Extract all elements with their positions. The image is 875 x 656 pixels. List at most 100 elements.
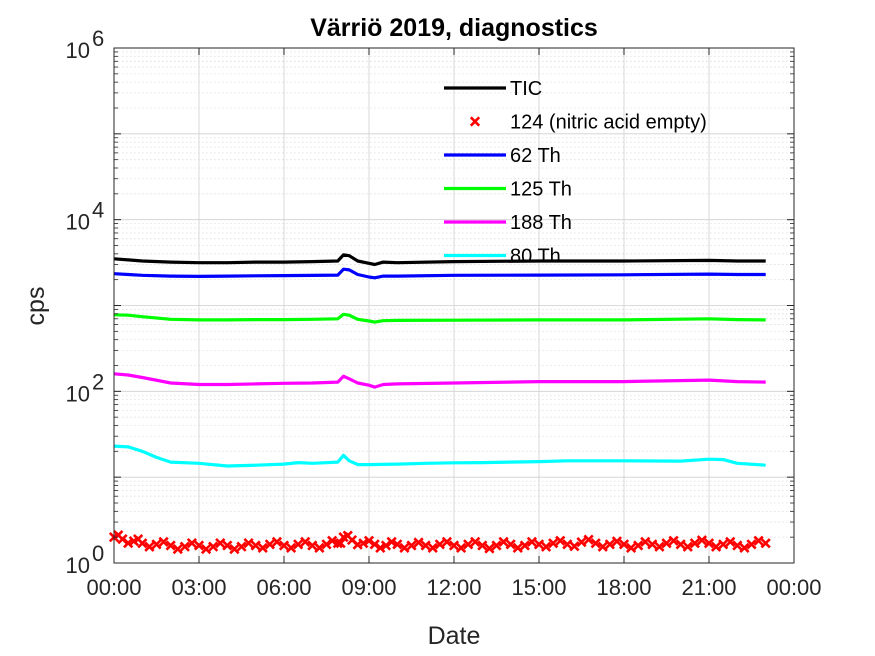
data-point-marker [661, 538, 672, 549]
data-point-marker [576, 537, 587, 548]
data-point-marker [654, 541, 665, 552]
data-point-marker [732, 540, 743, 551]
series-line [113, 312, 766, 324]
series-line [113, 444, 766, 468]
data-point-marker [278, 540, 290, 551]
y-tick-label: 10 [66, 38, 90, 63]
series-80-th [113, 444, 766, 468]
legend-label: TIC [510, 78, 542, 100]
series-125-th [113, 312, 766, 324]
data-point-marker [392, 539, 403, 550]
data-point-marker [208, 541, 219, 552]
data-point-marker [448, 540, 460, 551]
data-point-marker [463, 539, 474, 550]
tick-layer: 00:00 03:00 06:00 09:00 12:00 15:00 18:00 21:00… [66, 26, 822, 600]
data-point-marker [215, 537, 226, 549]
data-point-marker [746, 539, 757, 550]
x-tick-label: 00:00 [86, 575, 141, 600]
data-point-marker [327, 535, 338, 546]
y-tick-label-exponent: 0 [92, 541, 104, 566]
data-point-marker [597, 541, 608, 552]
data-point-marker [300, 536, 311, 548]
data-point-marker [236, 541, 247, 552]
chart-title: Värriö 2019, diagnostics [310, 14, 598, 42]
x-tick-label: 21:00 [681, 575, 736, 600]
data-point-marker [625, 542, 637, 554]
data-point-marker [335, 538, 346, 549]
data-point-marker [293, 539, 304, 550]
data-point-marker [165, 540, 176, 551]
data-point-marker [555, 535, 566, 546]
data-point-marker [725, 536, 736, 548]
data-point-marker [484, 543, 495, 554]
series-188-th [113, 372, 766, 389]
x-tick-label: 18:00 [596, 575, 651, 600]
data-point-marker [420, 540, 431, 551]
x-tick-label: 06:00 [256, 575, 311, 600]
series-line [113, 372, 766, 389]
data-point-marker [491, 540, 502, 551]
y-tick-label: 10 [66, 553, 90, 578]
data-point-marker [307, 540, 318, 551]
data-point-marker [375, 542, 386, 554]
data-point-marker [753, 535, 764, 546]
data-point-marker [470, 536, 481, 548]
series-layer [108, 253, 771, 555]
x-tick-label: 00:00 [766, 575, 821, 600]
data-point-marker [618, 539, 630, 550]
data-point-marker [193, 540, 205, 551]
y-tick-label: 10 [66, 210, 90, 235]
data-point-marker [633, 540, 644, 551]
series-line [113, 267, 766, 280]
data-point-marker [406, 540, 417, 551]
x-tick-label: 09:00 [341, 575, 396, 600]
data-point-marker [321, 539, 332, 550]
data-point-marker [562, 539, 573, 550]
data-point-marker [271, 536, 283, 548]
data-point-marker [718, 539, 729, 550]
series-62-th [113, 267, 766, 280]
x-tick-label: 12:00 [426, 575, 481, 600]
data-point-marker [590, 538, 601, 549]
legend-label: 125 Th [510, 179, 572, 201]
data-point-marker [179, 541, 190, 552]
y-tick-label: 10 [66, 381, 90, 406]
data-point-marker [222, 540, 233, 551]
data-point-marker [264, 539, 275, 550]
data-point-marker [675, 539, 686, 550]
data-point-marker [172, 543, 183, 555]
y-axis-label: cps [22, 287, 50, 326]
data-point-marker [498, 536, 509, 548]
data-point-marker [137, 538, 148, 549]
data-point-marker [243, 537, 254, 549]
data-point-marker [380, 540, 392, 551]
x-tick-label: 03:00 [171, 575, 226, 600]
y-tick-label-exponent: 2 [92, 369, 104, 394]
series-tic [113, 253, 766, 267]
data-point-marker [696, 535, 708, 546]
data-point-marker [314, 542, 325, 554]
legend-label: 80 Th [510, 246, 561, 268]
series-124-nitric-acid-empty- [108, 529, 771, 555]
data-point-marker [640, 536, 651, 548]
data-point-marker [123, 537, 134, 549]
data-point-marker [583, 534, 594, 545]
data-point-marker [477, 540, 488, 551]
legend-swatch [469, 116, 481, 127]
data-point-marker [250, 540, 261, 551]
data-point-marker [285, 542, 297, 554]
data-point-marker [369, 539, 380, 550]
data-point-marker [441, 536, 453, 548]
legend-label: 188 Th [510, 212, 572, 234]
legend: TIC 124 (nitric acid empty) 62 Th 125 Th 188… [444, 78, 707, 268]
data-point-marker [186, 537, 198, 549]
data-point-marker [386, 536, 397, 548]
data-point-marker [569, 541, 580, 552]
data-point-marker [358, 538, 369, 549]
data-point-marker [604, 539, 615, 550]
data-point-marker [413, 537, 424, 548]
x-tick-label: 15:00 [511, 575, 566, 600]
data-point-marker [455, 542, 467, 554]
data-point-marker [703, 538, 715, 549]
data-point-marker [689, 538, 700, 549]
